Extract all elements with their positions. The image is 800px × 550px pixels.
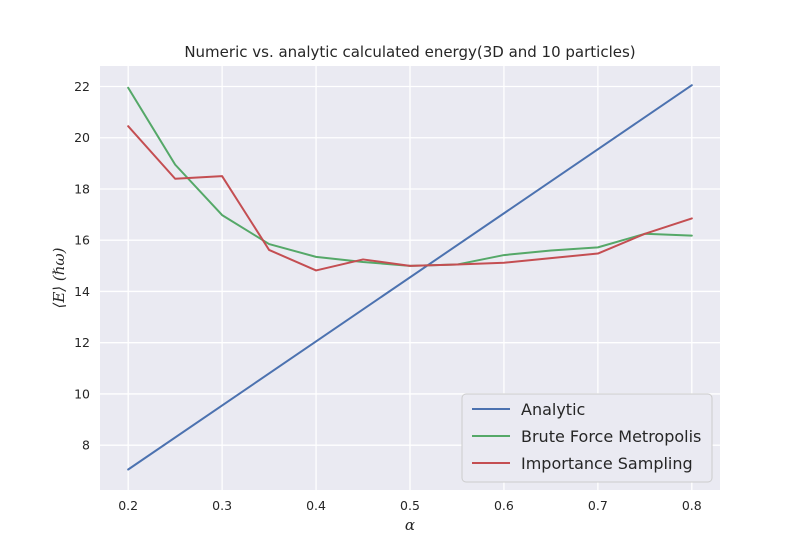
series-line-analytic (127, 84, 693, 471)
legend: Analytic Brute Force Metropolis Importance… (461, 393, 713, 483)
y-tick-label: 18 (74, 181, 90, 196)
grid (100, 66, 720, 490)
chart-title: Numeric vs. analytic calculated energy(3… (184, 43, 635, 61)
x-tick-label: 0.7 (588, 498, 608, 513)
x-axis-label: α (405, 516, 415, 534)
series-line-importance-sampling (127, 125, 693, 272)
y-tick-labels: 8 10 12 14 16 18 20 22 (74, 79, 90, 453)
x-tick-label: 0.6 (494, 498, 514, 513)
y-tick-label: 8 (82, 438, 90, 453)
x-tick-label: 0.2 (118, 498, 138, 513)
y-tick-label: 10 (74, 386, 90, 401)
y-axis-label: ⟨E⟩ (ℏω) (50, 247, 68, 308)
y-tick-label: 12 (74, 335, 90, 350)
x-tick-label: 0.3 (212, 498, 232, 513)
legend-label-analytic: Analytic (521, 400, 585, 419)
y-tick-label: 20 (74, 130, 90, 145)
y-tick-label: 22 (74, 79, 90, 94)
y-tick-label: 14 (74, 284, 90, 299)
legend-label-brute-force-metropolis: Brute Force Metropolis (521, 427, 701, 446)
legend-label-importance-sampling: Importance Sampling (521, 454, 693, 473)
legend-box (461, 393, 713, 483)
series-lines (127, 84, 693, 471)
x-tick-labels: 0.2 0.3 0.4 0.5 0.6 0.7 0.8 (118, 498, 702, 513)
x-tick-label: 0.5 (400, 498, 420, 513)
x-tick-label: 0.8 (682, 498, 702, 513)
y-tick-label: 16 (74, 233, 90, 248)
x-tick-label: 0.4 (306, 498, 326, 513)
